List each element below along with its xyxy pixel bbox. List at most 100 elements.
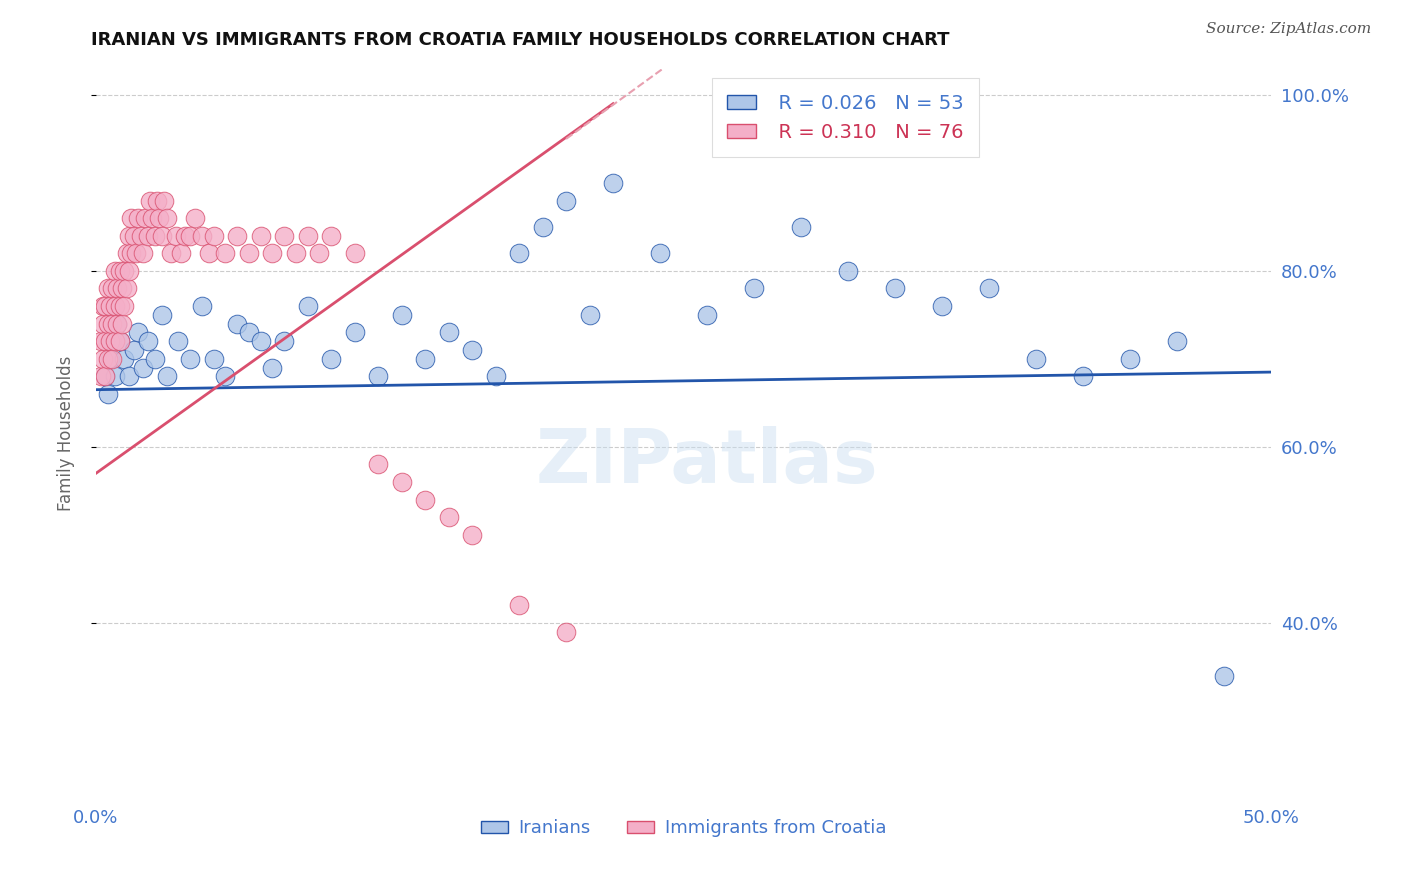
Point <box>97 317 120 331</box>
Point <box>120 211 142 226</box>
Point <box>91 299 114 313</box>
Point <box>94 369 117 384</box>
Point <box>98 334 121 349</box>
Point <box>90 334 112 349</box>
Point <box>508 599 530 613</box>
Point <box>249 334 271 349</box>
Point <box>118 369 141 384</box>
Point <box>367 369 389 384</box>
Point <box>112 351 135 366</box>
Point <box>98 299 121 313</box>
Point <box>931 299 953 313</box>
Legend: Iranians, Immigrants from Croatia: Iranians, Immigrants from Croatia <box>474 812 894 845</box>
Point <box>136 228 159 243</box>
Point <box>262 360 284 375</box>
Point <box>150 308 173 322</box>
Point <box>134 211 156 226</box>
Point <box>141 211 163 226</box>
Point <box>105 281 128 295</box>
Point <box>555 194 578 208</box>
Point <box>179 351 201 366</box>
Point <box>1025 351 1047 366</box>
Point <box>129 228 152 243</box>
Point <box>1213 668 1236 682</box>
Point <box>132 360 155 375</box>
Point <box>101 317 124 331</box>
Point <box>319 351 342 366</box>
Point <box>108 334 131 349</box>
Point <box>461 343 484 357</box>
Point <box>91 351 114 366</box>
Point <box>108 334 131 349</box>
Point <box>150 228 173 243</box>
Point <box>118 264 141 278</box>
Point <box>169 246 191 260</box>
Point <box>122 228 145 243</box>
Point <box>94 299 117 313</box>
Point <box>202 228 225 243</box>
Point <box>155 211 177 226</box>
Point <box>343 246 366 260</box>
Point <box>214 246 236 260</box>
Point <box>696 308 718 322</box>
Point <box>484 369 506 384</box>
Point <box>104 299 127 313</box>
Point <box>120 246 142 260</box>
Point <box>101 334 124 349</box>
Point <box>1166 334 1188 349</box>
Point <box>112 264 135 278</box>
Point <box>602 176 624 190</box>
Point <box>101 351 124 366</box>
Point <box>1119 351 1142 366</box>
Point <box>91 317 114 331</box>
Point <box>90 369 112 384</box>
Text: ZIPatlas: ZIPatlas <box>536 426 879 500</box>
Point <box>273 228 295 243</box>
Point <box>437 510 460 524</box>
Point <box>101 281 124 295</box>
Point <box>249 228 271 243</box>
Point <box>214 369 236 384</box>
Point <box>391 475 413 489</box>
Point <box>977 281 1000 295</box>
Point <box>122 343 145 357</box>
Point <box>97 281 120 295</box>
Point <box>104 264 127 278</box>
Point <box>111 281 134 295</box>
Point <box>273 334 295 349</box>
Point <box>115 281 138 295</box>
Point <box>155 369 177 384</box>
Point <box>238 246 260 260</box>
Point <box>115 246 138 260</box>
Point <box>179 228 201 243</box>
Point <box>437 326 460 340</box>
Point <box>367 458 389 472</box>
Point <box>578 308 600 322</box>
Point <box>136 334 159 349</box>
Point <box>262 246 284 260</box>
Point <box>297 299 319 313</box>
Point <box>108 299 131 313</box>
Point <box>297 228 319 243</box>
Point <box>139 194 162 208</box>
Point <box>104 369 127 384</box>
Point <box>97 387 120 401</box>
Point <box>143 228 166 243</box>
Point <box>343 326 366 340</box>
Point <box>531 219 554 234</box>
Point <box>508 246 530 260</box>
Point <box>238 326 260 340</box>
Point <box>1071 369 1094 384</box>
Point <box>127 326 149 340</box>
Point <box>391 308 413 322</box>
Point <box>461 528 484 542</box>
Point <box>167 334 190 349</box>
Point <box>191 228 214 243</box>
Point <box>112 299 135 313</box>
Y-axis label: Family Households: Family Households <box>58 356 75 511</box>
Point <box>105 317 128 331</box>
Text: IRANIAN VS IMMIGRANTS FROM CROATIA FAMILY HOUSEHOLDS CORRELATION CHART: IRANIAN VS IMMIGRANTS FROM CROATIA FAMIL… <box>91 31 950 49</box>
Point <box>284 246 307 260</box>
Point <box>160 246 183 260</box>
Point <box>413 492 436 507</box>
